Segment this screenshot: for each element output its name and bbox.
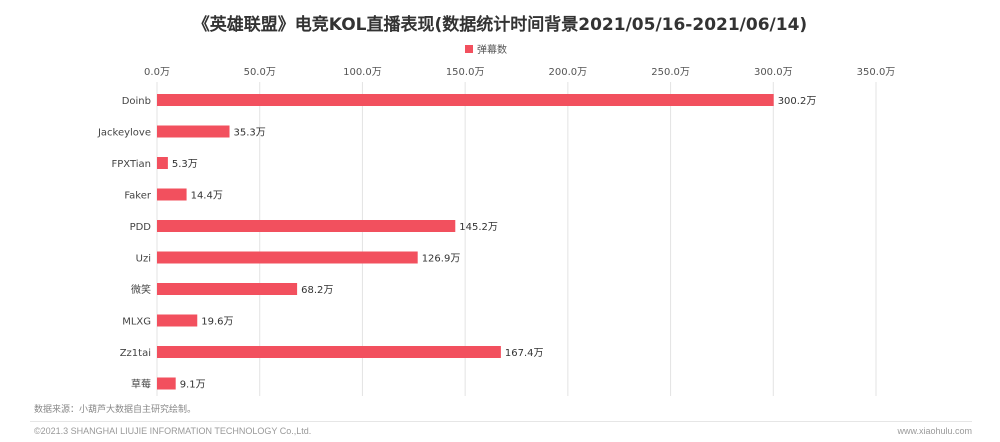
category-label: Faker bbox=[124, 191, 152, 202]
category-label: MLXG bbox=[122, 317, 151, 328]
copyright-footer: ©2021.3 SHANGHAI LIUJIE INFORMATION TECH… bbox=[34, 426, 312, 436]
data-label: 9.1万 bbox=[180, 380, 206, 391]
bar bbox=[157, 251, 418, 264]
bar bbox=[157, 125, 230, 138]
data-label: 19.6万 bbox=[201, 317, 233, 328]
x-tick-label: 150.0万 bbox=[446, 67, 485, 78]
website-footer: www.xiaohulu.com bbox=[897, 426, 972, 436]
data-label: 126.9万 bbox=[422, 254, 461, 265]
bar bbox=[157, 94, 774, 106]
x-tick-label: 0.0万 bbox=[144, 67, 170, 78]
chart-title: 《英雄联盟》电竞KOL直播表现(数据统计时间背景2021/05/16-2021/… bbox=[192, 15, 808, 35]
category-label: Jackeylove bbox=[97, 128, 151, 139]
category-label: PDD bbox=[130, 222, 152, 233]
legend-swatch bbox=[465, 44, 473, 53]
data-label: 14.4万 bbox=[191, 191, 223, 202]
data-label: 5.3万 bbox=[172, 159, 198, 170]
bar bbox=[157, 346, 501, 358]
bar bbox=[157, 377, 176, 390]
footer-divider bbox=[30, 421, 972, 422]
category-label: Zz1tai bbox=[120, 348, 151, 359]
bar bbox=[157, 188, 187, 201]
data-label: 68.2万 bbox=[301, 285, 333, 296]
category-label: 草莓 bbox=[131, 379, 151, 391]
x-tick-label: 350.0万 bbox=[857, 67, 896, 78]
data-label: 145.2万 bbox=[459, 222, 498, 233]
legend-label: 弹幕数 bbox=[477, 45, 507, 56]
x-tick-label: 250.0万 bbox=[651, 67, 690, 78]
bar bbox=[157, 314, 198, 327]
x-tick-label: 200.0万 bbox=[549, 67, 588, 78]
category-label: Doinb bbox=[122, 96, 151, 107]
bar bbox=[157, 157, 168, 169]
data-label: 35.3万 bbox=[234, 128, 266, 139]
x-tick-label: 50.0万 bbox=[244, 67, 276, 78]
x-tick-label: 300.0万 bbox=[754, 67, 793, 78]
category-label: Uzi bbox=[136, 254, 151, 265]
data-label: 167.4万 bbox=[505, 348, 544, 359]
category-label: 微笑 bbox=[131, 283, 151, 296]
bar bbox=[157, 220, 456, 232]
legend: 弹幕数 bbox=[465, 41, 507, 56]
category-label: FPXTian bbox=[111, 159, 151, 170]
bar bbox=[157, 283, 298, 295]
x-tick-label: 100.0万 bbox=[343, 67, 382, 78]
data-label: 300.2万 bbox=[778, 96, 817, 107]
source-note: 数据来源：小葫芦大数据自主研究绘制。 bbox=[34, 405, 197, 415]
